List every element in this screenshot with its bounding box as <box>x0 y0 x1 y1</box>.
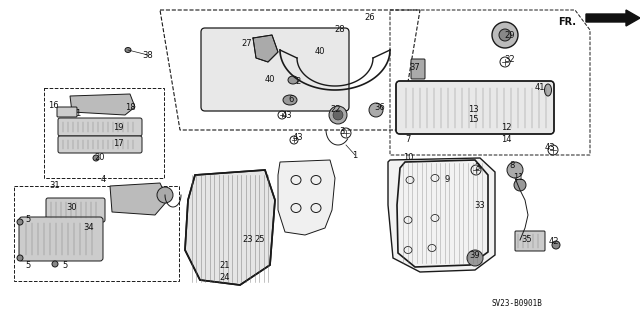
Text: 18: 18 <box>125 103 135 113</box>
FancyBboxPatch shape <box>396 81 554 134</box>
FancyBboxPatch shape <box>411 59 425 79</box>
Text: 12: 12 <box>500 123 511 132</box>
Ellipse shape <box>288 76 298 84</box>
Text: 3: 3 <box>474 164 480 173</box>
Circle shape <box>514 179 526 191</box>
FancyBboxPatch shape <box>19 217 103 261</box>
Polygon shape <box>185 170 275 285</box>
Text: 40: 40 <box>265 76 275 85</box>
Text: 37: 37 <box>410 63 420 72</box>
Text: 41: 41 <box>535 84 545 93</box>
Polygon shape <box>70 94 135 115</box>
Text: 3: 3 <box>339 127 345 136</box>
Text: SV23-B0901B: SV23-B0901B <box>492 299 543 308</box>
FancyBboxPatch shape <box>58 136 142 153</box>
FancyBboxPatch shape <box>201 28 349 111</box>
Text: 29: 29 <box>505 32 515 41</box>
Text: 43: 43 <box>282 110 292 120</box>
Polygon shape <box>110 183 168 215</box>
Circle shape <box>157 187 173 203</box>
Text: 11: 11 <box>513 174 524 182</box>
Text: 30: 30 <box>67 203 77 211</box>
Text: 10: 10 <box>403 153 413 162</box>
Text: 6: 6 <box>288 95 294 105</box>
Text: 23: 23 <box>243 235 253 244</box>
FancyBboxPatch shape <box>515 231 545 251</box>
Circle shape <box>52 261 58 267</box>
Text: 2: 2 <box>296 78 301 86</box>
Text: 19: 19 <box>113 122 124 131</box>
Text: 17: 17 <box>113 138 124 147</box>
Circle shape <box>499 29 511 41</box>
Text: 8: 8 <box>509 160 515 169</box>
Text: 9: 9 <box>444 175 450 184</box>
Text: 27: 27 <box>242 39 252 48</box>
Text: 1: 1 <box>353 151 358 160</box>
Text: 5: 5 <box>26 216 31 225</box>
Text: 33: 33 <box>475 201 485 210</box>
Ellipse shape <box>125 48 131 53</box>
Circle shape <box>333 110 343 120</box>
Text: 5: 5 <box>26 261 31 270</box>
Text: 40: 40 <box>315 48 325 56</box>
Text: 16: 16 <box>48 100 58 109</box>
Text: 36: 36 <box>374 103 385 113</box>
Text: 22: 22 <box>331 106 341 115</box>
Text: FR.: FR. <box>558 17 576 27</box>
Text: 5: 5 <box>62 261 68 270</box>
Text: 43: 43 <box>292 133 303 143</box>
Polygon shape <box>253 35 278 62</box>
Text: 31: 31 <box>50 181 60 189</box>
Text: 34: 34 <box>84 224 94 233</box>
Circle shape <box>17 255 23 261</box>
Circle shape <box>93 155 99 161</box>
Text: 21: 21 <box>220 261 230 270</box>
Text: 20: 20 <box>95 153 105 162</box>
Circle shape <box>369 103 383 117</box>
Polygon shape <box>586 10 640 26</box>
Bar <box>44 88 164 178</box>
Circle shape <box>329 106 347 124</box>
Text: 26: 26 <box>365 13 375 23</box>
FancyBboxPatch shape <box>58 118 142 136</box>
Text: 14: 14 <box>500 136 511 145</box>
FancyBboxPatch shape <box>46 198 105 222</box>
Text: 13: 13 <box>468 106 478 115</box>
Text: 42: 42 <box>548 238 559 247</box>
Circle shape <box>467 250 483 266</box>
Text: 24: 24 <box>220 272 230 281</box>
Circle shape <box>492 22 518 48</box>
Text: 43: 43 <box>545 144 556 152</box>
Text: 28: 28 <box>335 26 346 34</box>
Text: 15: 15 <box>468 115 478 124</box>
Circle shape <box>507 162 523 178</box>
Text: 38: 38 <box>143 50 154 60</box>
Ellipse shape <box>545 84 552 96</box>
Circle shape <box>17 219 23 225</box>
Circle shape <box>552 241 560 249</box>
Text: 4: 4 <box>100 175 106 184</box>
Ellipse shape <box>283 95 297 105</box>
Text: 1: 1 <box>76 108 81 117</box>
Text: 25: 25 <box>255 235 265 244</box>
Bar <box>14 186 179 281</box>
FancyBboxPatch shape <box>57 107 77 117</box>
Polygon shape <box>388 158 495 272</box>
Text: 32: 32 <box>505 56 515 64</box>
Text: 7: 7 <box>405 136 411 145</box>
Text: 39: 39 <box>470 250 480 259</box>
Polygon shape <box>278 160 335 235</box>
Text: 35: 35 <box>522 235 532 244</box>
